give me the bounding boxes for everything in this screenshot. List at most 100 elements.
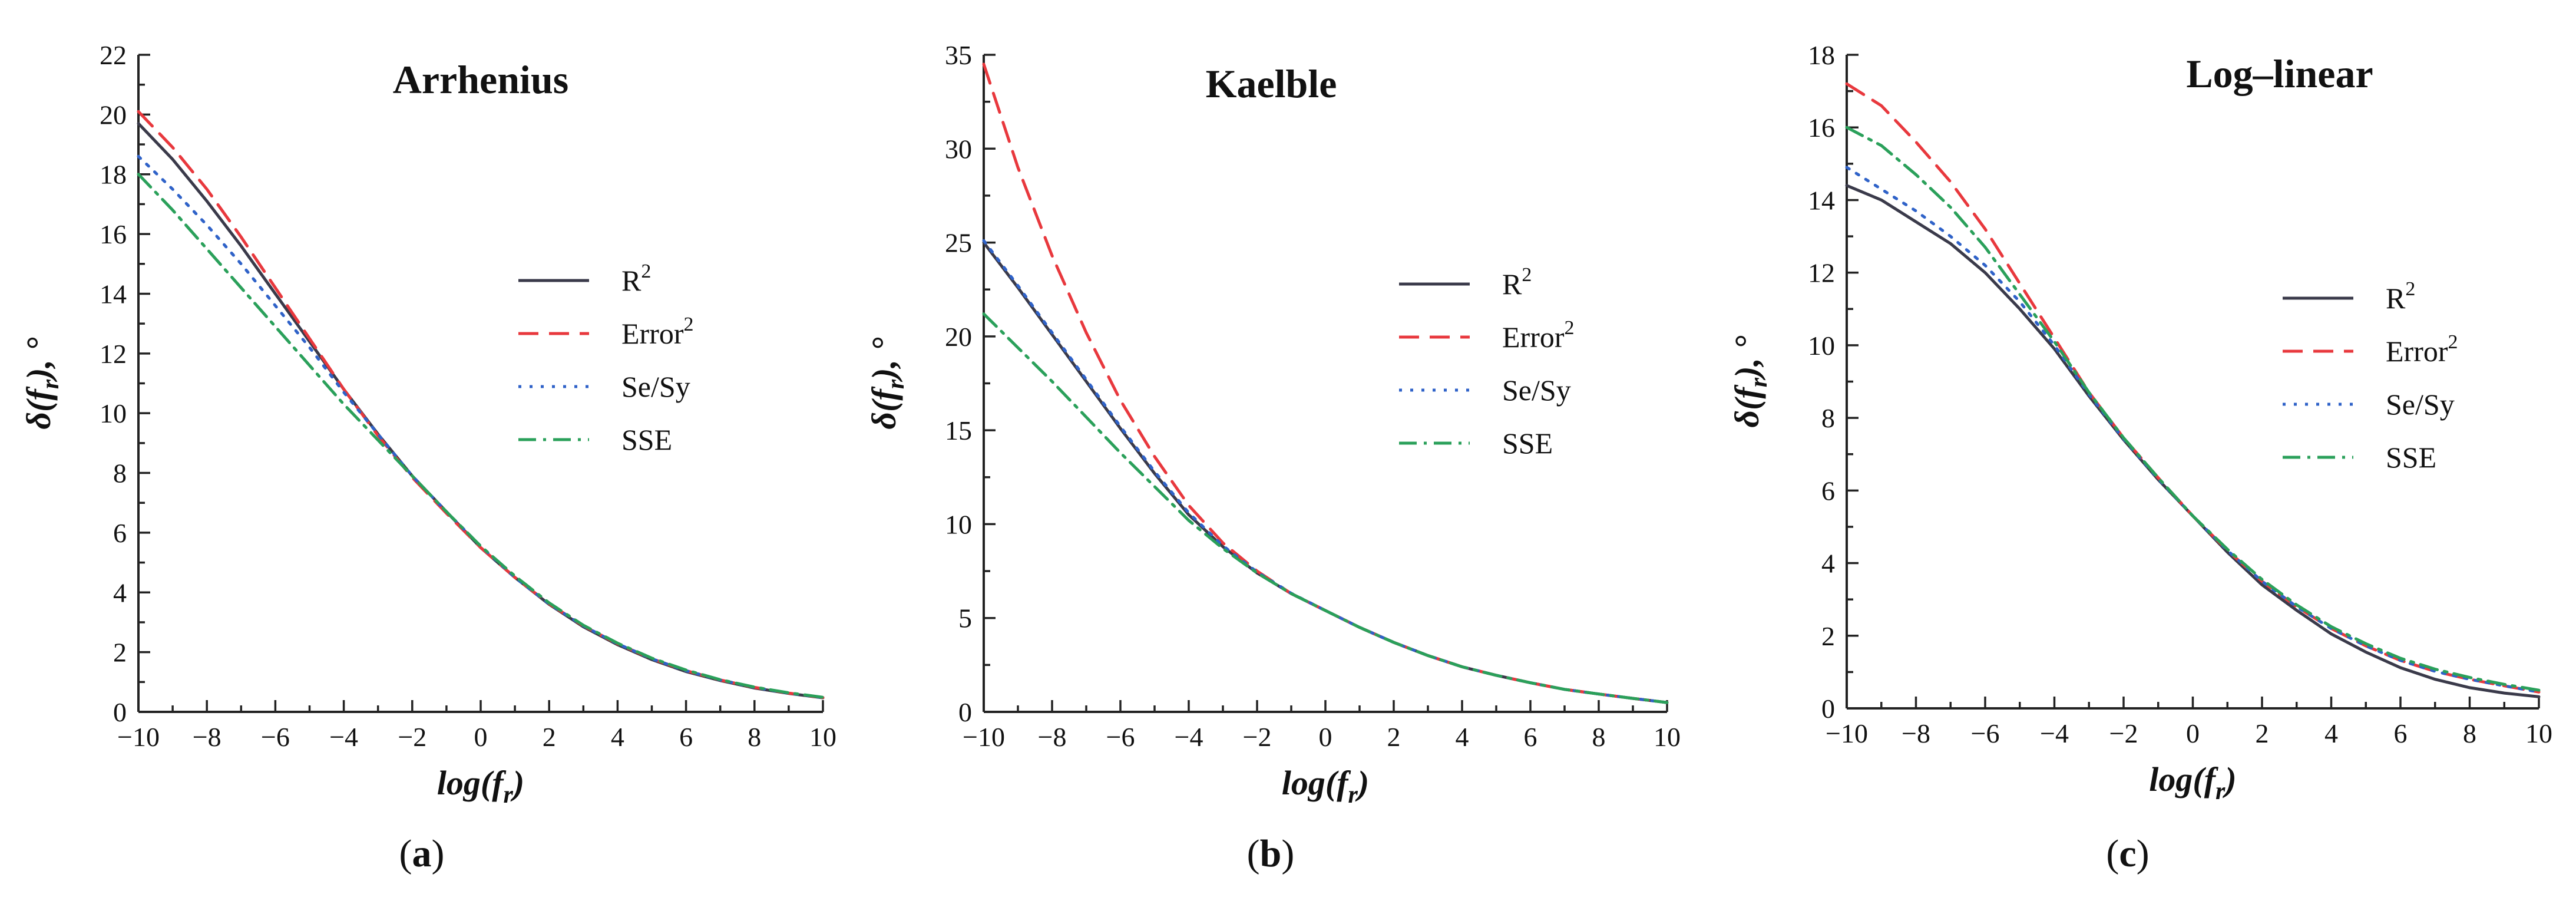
legend-name: R	[2386, 282, 2406, 315]
x-axis-title: log(fr)	[2149, 760, 2236, 805]
legend-label-r2: R2	[1502, 264, 1532, 301]
chart-title: Log–linear	[2186, 51, 2373, 96]
y-tick-label: 4	[113, 578, 127, 608]
y-tick-label: 16	[100, 219, 127, 249]
panel-label-close: )	[1281, 832, 1294, 875]
series-line-sse	[982, 312, 1669, 704]
x-axis-title-main: log(f	[1282, 764, 1351, 802]
y-tick-label: 10	[100, 398, 127, 428]
legend-name: Error	[1502, 321, 1565, 354]
x-tick-label: 8	[1592, 722, 1606, 752]
y-tick-label: 18	[100, 160, 127, 190]
y-axis-title: δ(fr), °	[19, 337, 64, 429]
y-tick-label: 0	[1821, 694, 1835, 724]
x-tick-label: −4	[329, 722, 358, 752]
y-tick-label: 30	[945, 134, 972, 164]
x-axis-title-main: log(f	[2149, 760, 2218, 799]
legend-label-r2: R2	[621, 260, 651, 297]
x-tick-label: −2	[2109, 718, 2138, 748]
legend-name: Se/Sy	[1502, 374, 1571, 407]
x-tick-label: −6	[261, 722, 290, 752]
legend-name: R	[621, 264, 641, 297]
chart-title: Kaelble	[1206, 61, 1337, 106]
x-tick-label: −10	[963, 722, 1005, 752]
panel-label-letter: b	[1260, 832, 1282, 875]
chart-panel-c: −10 −8 −6 −4 −2 0 2 4 6 8 10 0 2 4 6 8 10 12 14 16 18 Log–lin…	[1728, 40, 2552, 875]
panel-label-open: (	[1247, 832, 1260, 875]
series-line-r2	[137, 122, 825, 700]
y-axis-title-subscript: r	[37, 379, 64, 389]
x-tick-label: −2	[398, 722, 426, 752]
y-tick-label: 8	[113, 458, 127, 489]
legend-label-error2: Error2	[2386, 331, 2458, 368]
legend-name: Se/Sy	[621, 370, 690, 403]
y-axis-title-main: δ(f	[1728, 384, 1766, 428]
x-tick-label: 8	[748, 722, 761, 752]
panel-label-open: (	[2106, 832, 2119, 875]
y-axis-title-subscript: r	[1745, 377, 1773, 387]
legend: R2 Error2 Se/Sy SSE	[1399, 264, 1575, 460]
x-tick-label: 6	[2394, 718, 2408, 748]
y-axis-title-end: ), °	[19, 337, 58, 382]
series-line-sesy	[982, 239, 1669, 704]
legend-label-sse: SSE	[621, 423, 672, 456]
y-tick-label: 15	[945, 415, 972, 446]
y-tick-label: 20	[100, 100, 127, 130]
x-tick-label: 4	[1456, 722, 1469, 752]
chart-panel-b: −10 −8 −6 −4 −2 0 2 4 6 8 10 0 5 10 15 20 25 30 35 Kaelble R…	[865, 40, 1681, 875]
series-line-error2	[137, 110, 825, 700]
x-tick-label: 4	[611, 722, 624, 752]
legend-name: Se/Sy	[2386, 388, 2455, 421]
legend-name: SSE	[2386, 441, 2436, 474]
y-tick-label: 6	[1821, 476, 1835, 506]
y-tick-label: 8	[1821, 403, 1835, 433]
series-line-sse	[1845, 126, 2541, 692]
panel-label: (b)	[1247, 832, 1295, 875]
x-tick-label: 6	[679, 722, 693, 752]
panel-label-letter: a	[412, 832, 432, 875]
y-axis-title-end: ), °	[865, 337, 903, 382]
y-axis-title-subscript: r	[882, 379, 910, 389]
x-tick-label: −4	[1175, 722, 1203, 752]
x-tick-label: −4	[2040, 718, 2069, 748]
y-tick-label: 0	[113, 697, 127, 727]
y-tick-label: 16	[1808, 113, 1835, 143]
y-axis-title: δ(fr), °	[1728, 335, 1773, 427]
legend-label-sse: SSE	[1502, 427, 1553, 460]
x-tick-label: 0	[474, 722, 488, 752]
legend-label-error2: Error2	[1502, 317, 1575, 354]
y-tick-label: 12	[1808, 258, 1835, 288]
x-tick-label: 6	[1524, 722, 1537, 752]
series-line-r2	[982, 241, 1669, 704]
x-axis-title-main: log(f	[437, 764, 507, 802]
x-tick-label: 0	[2186, 718, 2200, 748]
x-axis-title-end: )	[510, 764, 524, 802]
series-line-sesy	[1845, 166, 2541, 694]
x-tick-label: 10	[1654, 722, 1681, 752]
x-tick-label: −6	[1971, 718, 2000, 748]
y-tick-label: 2	[113, 638, 127, 668]
legend-label-error2: Error2	[621, 314, 694, 350]
y-tick-label: 10	[1808, 331, 1835, 361]
y-tick-label: 12	[100, 339, 127, 369]
x-tick-label: −10	[1826, 718, 1868, 748]
x-tick-label: −8	[1038, 722, 1067, 752]
panel-label: (a)	[399, 832, 445, 875]
legend-superscript: 2	[684, 314, 694, 335]
x-tick-label: 10	[2525, 718, 2552, 748]
y-tick-label: 6	[113, 518, 127, 548]
chart-panel-a: −10 −8 −6 −4 −2 0 2 4 6 8 100246810121416182022Arr…	[19, 40, 836, 875]
y-tick-label: 4	[1821, 549, 1835, 579]
x-tick-label: −8	[193, 722, 221, 752]
x-tick-label: −8	[1902, 718, 1930, 748]
legend-name: SSE	[621, 423, 672, 456]
y-tick-label: 2	[1821, 621, 1835, 651]
y-tick-label: 10	[945, 509, 972, 539]
x-axis-title-subscript: r	[2215, 778, 2226, 805]
y-tick-label: 20	[945, 322, 972, 352]
series-line-sse	[137, 173, 825, 699]
y-tick-label: 35	[945, 40, 972, 70]
